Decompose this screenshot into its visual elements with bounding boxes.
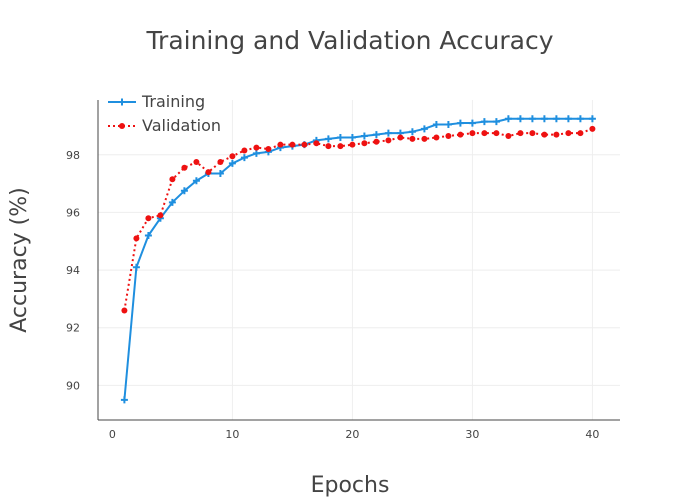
data-point-validation [529,130,536,137]
data-point-training [324,135,332,143]
data-point-validation [469,130,476,137]
data-point-validation [337,143,344,150]
legend-label-validation: Validation [142,116,221,135]
data-point-validation [373,138,380,145]
data-point-training [216,170,224,178]
x-tick-label: 40 [585,428,599,441]
data-point-training [456,119,464,127]
data-point-validation [577,130,584,137]
axes: 0 10 20 30 40 90 92 94 96 98 [66,100,620,441]
data-point-training [192,177,200,185]
data-point-training [360,132,368,140]
data-point-validation [385,137,392,144]
data-point-validation [517,130,524,137]
data-point-training [408,128,416,136]
data-point-validation [409,135,416,142]
data-point-training [228,159,236,167]
data-point-validation [289,141,296,148]
legend-marker-training [118,98,126,106]
data-point-training [444,121,452,129]
data-point-validation [565,130,572,137]
data-point-training [588,115,596,123]
data-point-validation [253,144,260,151]
data-point-validation [349,141,356,148]
data-point-validation [445,133,452,140]
y-tick-label: 94 [66,264,80,277]
legend: Training Validation [108,92,221,135]
x-tick-label: 20 [345,428,359,441]
data-point-validation [229,153,236,160]
data-point-training [420,125,428,133]
data-point-validation [241,147,248,154]
data-point-validation [301,141,308,148]
data-point-validation [265,146,272,153]
legend-label-training: Training [141,92,205,111]
data-point-validation [133,235,140,242]
data-point-validation [493,130,500,137]
x-axis-title: Epochs [311,473,390,498]
grid [98,100,620,420]
data-point-validation [157,212,164,219]
legend-marker-validation [119,123,125,129]
data-point-training [504,115,512,123]
data-point-validation [505,133,512,140]
data-point-validation [313,140,320,147]
data-point-training [576,115,584,123]
data-point-training [564,115,572,123]
data-point-validation [121,307,128,314]
data-point-training [252,149,260,157]
data-point-validation [277,141,284,148]
data-point-validation [217,158,224,165]
data-point-training [552,115,560,123]
data-point-validation [541,131,548,138]
y-axis-title: Accuracy (%) [7,187,32,333]
chart-title: Training and Validation Accuracy [145,26,553,55]
data-point-training [168,198,176,206]
data-point-training [528,115,536,123]
series-line-validation [123,127,593,311]
x-tick-label: 10 [225,428,239,441]
data-point-validation [433,134,440,141]
data-point-training [516,115,524,123]
data-point-training [432,121,440,129]
data-point-training [348,133,356,141]
data-point-validation [589,125,596,132]
plot-area [120,115,596,404]
data-point-training [480,118,488,126]
data-point-training [384,129,392,137]
y-tick-label: 92 [66,322,80,335]
data-point-validation [481,130,488,137]
data-point-training [492,118,500,126]
data-point-validation [325,143,332,150]
data-point-training [144,231,152,239]
data-point-validation [145,215,152,222]
data-point-validation [169,176,176,183]
data-point-training [336,133,344,141]
data-point-validation [457,131,464,138]
y-tick-label: 90 [66,379,80,392]
data-point-training [540,115,548,123]
data-point-training [132,263,140,271]
data-point-training [180,187,188,195]
data-point-training [468,119,476,127]
x-tick-label: 0 [109,428,116,441]
y-tick-label: 98 [66,149,80,162]
data-point-validation [397,134,404,141]
series-line-training [123,117,593,400]
data-point-validation [553,131,560,138]
data-point-validation [361,140,368,147]
data-point-validation [205,169,212,176]
data-point-validation [421,135,428,142]
y-tick-label: 96 [66,206,80,219]
data-point-validation [181,164,188,171]
data-point-training [240,154,248,162]
x-tick-label: 30 [465,428,479,441]
data-point-training [120,396,128,404]
data-point-training [372,131,380,139]
data-point-validation [193,158,200,165]
